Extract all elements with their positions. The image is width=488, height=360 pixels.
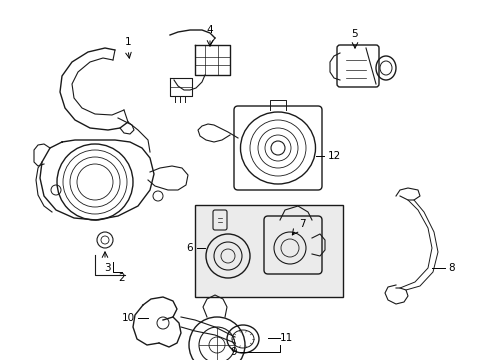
- Text: 12: 12: [326, 151, 340, 161]
- Text: 3: 3: [103, 263, 110, 273]
- Bar: [195, 205, 342, 297]
- Text: 11: 11: [279, 333, 292, 343]
- Text: 8: 8: [448, 263, 454, 273]
- Text: 4: 4: [206, 25, 213, 35]
- Text: 7: 7: [298, 219, 305, 229]
- Text: 10: 10: [121, 313, 134, 323]
- Text: 6: 6: [186, 243, 193, 253]
- Text: 1: 1: [124, 37, 131, 47]
- Text: 5: 5: [351, 29, 358, 39]
- Text: 2: 2: [119, 273, 125, 283]
- Text: 9: 9: [230, 347, 237, 357]
